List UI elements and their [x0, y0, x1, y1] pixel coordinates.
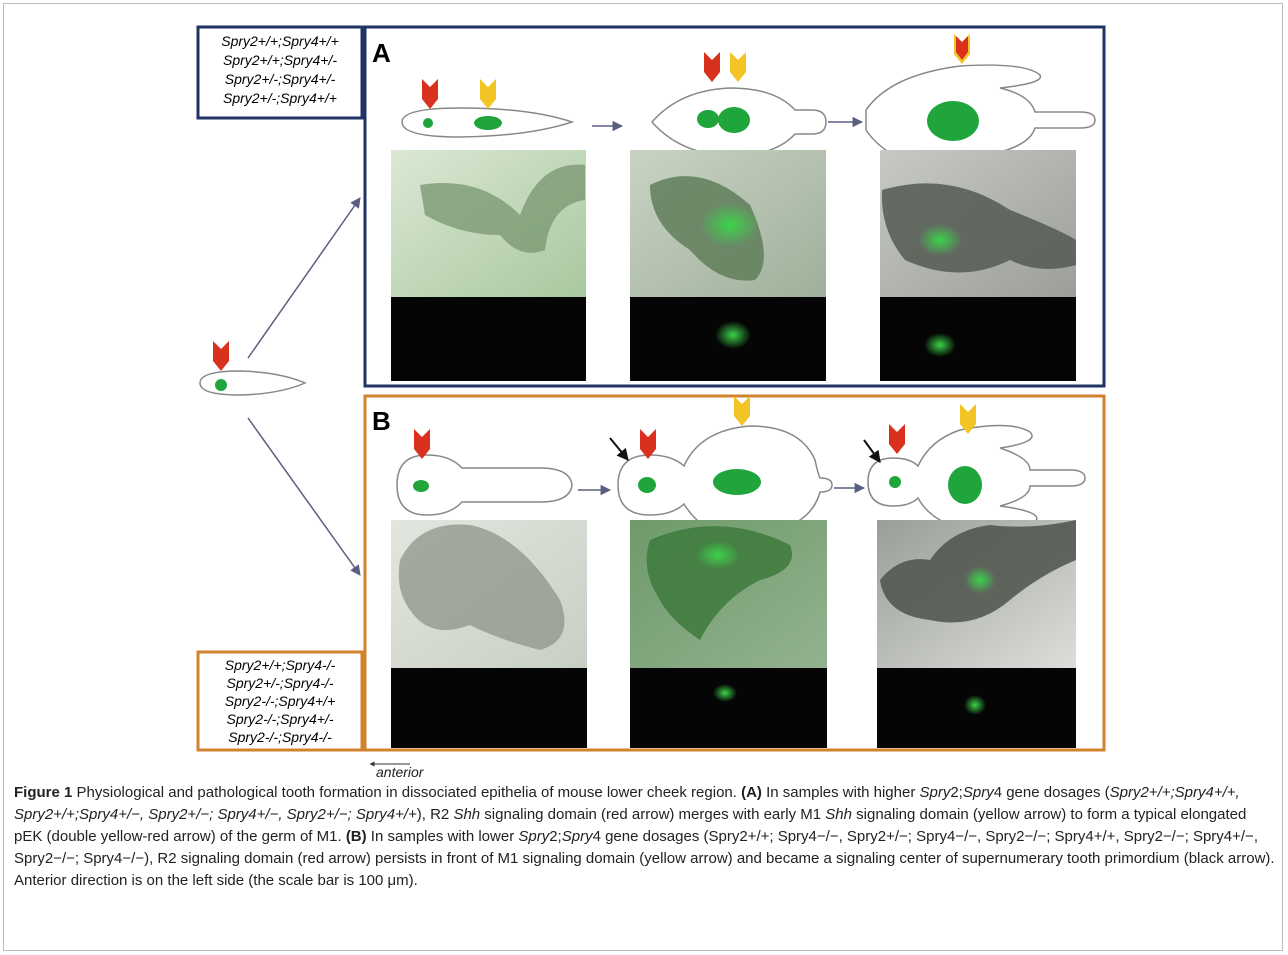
panel-label: A [372, 38, 391, 68]
genotype-box [196, 650, 364, 752]
caption-text: Spry [919, 784, 951, 801]
black-arrow [609, 437, 629, 461]
diagram [199, 370, 307, 396]
caption-text: (A) [741, 784, 762, 801]
genotype-list: Spry2+/+;Spry4+/+ Spry2+/+;Spry4+/- Spry2+… [221, 33, 339, 106]
caption-text: 4 gene dosages ( [993, 784, 1110, 801]
genotype: Spry2+/-;Spry4-/- [227, 675, 334, 691]
black-arrow [863, 439, 881, 463]
figure-frame [3, 3, 1283, 951]
panel-box [363, 25, 1106, 388]
caption-text: Spry [561, 828, 593, 845]
micrograph [391, 520, 1076, 748]
caption-text: ), R2 [416, 806, 454, 823]
caption-text: Shh [825, 806, 852, 823]
caption-text: signaling domain (yellow arrow) to form … [14, 806, 1247, 845]
micrograph [391, 150, 1076, 381]
arrow [247, 417, 361, 576]
genotype: Spry2+/+;Spry4+/+ [221, 33, 339, 49]
caption-text: In samples with lower [366, 828, 519, 845]
red-arrow [704, 52, 720, 82]
figure: A B Spry2+/+;Spry4+/+Spry2+/+;Spry4+/-Sp… [196, 25, 1106, 780]
caption-text: signaling domain (red arrow) merges with… [480, 806, 826, 823]
red-arrow [422, 79, 438, 109]
red-arrow [213, 341, 229, 371]
caption-text: Physiological and pathological tooth for… [72, 784, 742, 801]
caption-text: Shh [453, 806, 481, 823]
signaling-domain [423, 101, 979, 141]
caption-text: (B) [345, 828, 367, 845]
red-arrow [889, 424, 905, 454]
yellow-arrow [734, 396, 750, 426]
caption-text: 2; [549, 828, 562, 845]
genotype-box [196, 25, 364, 120]
caption-text: Figure 1 [14, 784, 73, 801]
caption-text: 2; [950, 784, 963, 801]
yellow-arrow [730, 52, 746, 82]
red-arrow [956, 36, 968, 60]
caption-text: Spry [518, 828, 550, 845]
panel-box [363, 394, 1106, 752]
panel-label: B [372, 406, 391, 436]
genotype: Spry2+/-;Spry4+/- [225, 71, 336, 87]
caption-text: Spry2+/+;Spry4+/+, Spry2+/+;Spry4+/−, Sp… [14, 784, 1240, 823]
caption-text: 4 gene dosages (Spry2+/+; Spry4−/−, Spry… [14, 828, 1275, 889]
genotype: Spry2+/-;Spry4+/+ [223, 90, 337, 106]
caption: Figure 1 Physiological and pathological … [14, 782, 1276, 892]
genotype: Spry2-/-;Spry4-/- [228, 729, 332, 745]
genotype: Spry2+/+;Spry4+/- [223, 52, 337, 68]
yellow-arrow [480, 79, 496, 109]
genotype: Spry2-/-;Spry4+/+ [225, 693, 336, 709]
direction-label: anterior [376, 764, 425, 780]
caption-text: Spry [962, 784, 994, 801]
genotype: Spry2-/-;Spry4+/- [227, 711, 334, 727]
genotype-list: Spry2+/+;Spry4-/- Spry2+/-;Spry4-/- Spry2-… [225, 657, 336, 745]
caption-text: In samples with higher [761, 784, 920, 801]
genotype: Spry2+/+;Spry4-/- [225, 657, 336, 673]
arrow [247, 197, 361, 359]
signaling-domain [413, 466, 982, 504]
